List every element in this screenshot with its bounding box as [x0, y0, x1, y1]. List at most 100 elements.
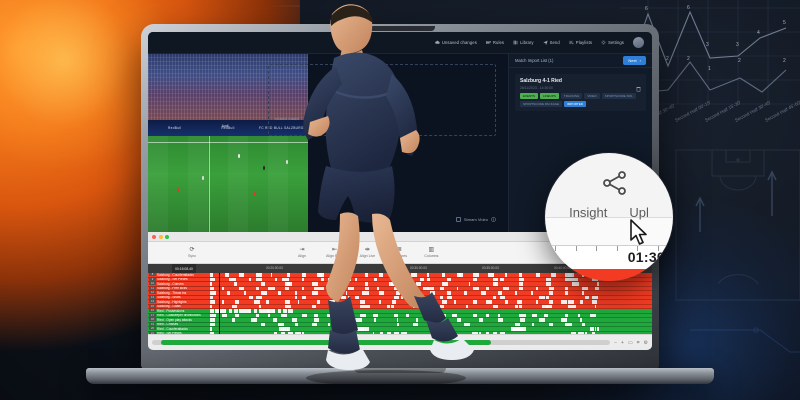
timeline-event-marker[interactable]: [545, 304, 553, 308]
timeline-event-marker[interactable]: [400, 295, 403, 299]
timeline-event-marker[interactable]: [321, 277, 325, 281]
timeline-event-marker[interactable]: [514, 304, 518, 308]
timeline-event-marker[interactable]: [210, 313, 217, 317]
timeline-event-marker[interactable]: [347, 295, 350, 299]
timeline-event-marker[interactable]: [519, 273, 523, 277]
timeline-event-marker[interactable]: [517, 300, 523, 304]
timeline-event-marker[interactable]: [393, 313, 398, 317]
timeline-event-marker[interactable]: [248, 309, 251, 313]
timeline-event-marker[interactable]: [248, 277, 251, 281]
timeline-row-label[interactable]: 18 Ried - Open play attacks: [148, 318, 210, 323]
timeline-event-marker[interactable]: [360, 300, 366, 304]
timeline-row-label[interactable]: 8 Salzburg - Counterattacks: [148, 273, 210, 278]
timeline-event-marker[interactable]: [452, 313, 458, 317]
timeline-event-marker[interactable]: [568, 304, 572, 308]
settings-icon[interactable]: ⚙: [643, 339, 648, 346]
timeline-event-marker[interactable]: [446, 277, 451, 281]
timeline-event-marker[interactable]: [463, 322, 470, 326]
timeline-event-marker[interactable]: [278, 327, 282, 331]
timeline-event-marker[interactable]: [519, 313, 526, 317]
timeline-event-marker[interactable]: [492, 295, 496, 299]
timeline-event-marker[interactable]: [253, 300, 260, 304]
timeline-event-marker[interactable]: [239, 309, 245, 313]
timeline-event-marker[interactable]: [536, 273, 541, 277]
timeline-event-marker[interactable]: [244, 309, 251, 313]
toolbar-align-live-button[interactable]: ⇹ Align Live: [359, 247, 376, 258]
timeline-event-marker[interactable]: [266, 300, 269, 304]
info-icon[interactable]: [491, 217, 496, 222]
timeline-event-marker[interactable]: [222, 313, 228, 317]
timeline-event-marker[interactable]: [268, 286, 275, 290]
timeline-event-marker[interactable]: [360, 313, 367, 317]
timeline-event-marker[interactable]: [485, 313, 489, 317]
timeline-event-marker[interactable]: [473, 300, 478, 304]
timeline-event-marker[interactable]: [466, 304, 469, 308]
timeline-event-marker[interactable]: [251, 318, 256, 322]
timeline-event-marker[interactable]: [446, 291, 451, 295]
timeline-event-marker[interactable]: [565, 286, 569, 290]
timeline-event-marker[interactable]: [386, 331, 391, 335]
timeline-event-marker[interactable]: [287, 331, 293, 335]
timeline-event-marker[interactable]: [572, 304, 577, 308]
timeline-event-marker[interactable]: [268, 309, 275, 313]
timeline-event-marker[interactable]: [326, 313, 330, 317]
header-item-rules[interactable]: Rules: [485, 40, 504, 45]
timeline-event-marker[interactable]: [478, 318, 483, 322]
timeline-event-marker[interactable]: [396, 322, 400, 326]
timeline-event-marker[interactable]: [584, 331, 587, 335]
timeline-event-marker[interactable]: [531, 291, 534, 295]
header-item-playlists[interactable]: Playlists: [569, 40, 592, 45]
timeline-event-marker[interactable]: [255, 273, 263, 277]
timeline-event-marker[interactable]: [374, 277, 378, 281]
timeline-event-marker[interactable]: [280, 313, 287, 317]
timeline-event-marker[interactable]: [287, 309, 293, 313]
timeline-event-marker[interactable]: [253, 309, 257, 313]
timeline-event-marker[interactable]: [565, 291, 569, 295]
timeline-event-marker[interactable]: [360, 327, 365, 331]
timeline-event-marker[interactable]: [210, 291, 217, 295]
timeline-event-marker[interactable]: [301, 286, 304, 290]
timeline-event-marker[interactable]: [210, 273, 213, 277]
timeline-event-marker[interactable]: [280, 331, 285, 335]
timeline-event-marker[interactable]: [514, 291, 518, 295]
stream-video-checkbox[interactable]: [455, 217, 461, 222]
trash-icon[interactable]: [636, 86, 641, 92]
timeline-event-marker[interactable]: [499, 277, 504, 281]
timeline-event-marker[interactable]: [292, 318, 298, 322]
timeline-event-marker[interactable]: [386, 304, 390, 308]
next-button[interactable]: Next ›: [623, 56, 646, 65]
timeline-event-marker[interactable]: [210, 277, 216, 281]
toolbar-align-button[interactable]: ⇥ Align: [294, 247, 310, 258]
timeline-event-marker[interactable]: [545, 295, 549, 299]
timeline-event-marker[interactable]: [456, 273, 461, 277]
timeline-event-marker[interactable]: [582, 322, 586, 326]
timeline-event-marker[interactable]: [579, 318, 582, 322]
timeline-event-marker[interactable]: [498, 313, 500, 317]
timeline-row-label[interactable]: 19 Ried - Crosses: [148, 322, 210, 327]
timeline-event-marker[interactable]: [510, 327, 517, 331]
timeline-event-marker[interactable]: [234, 309, 239, 313]
timeline-event-marker[interactable]: [345, 291, 348, 295]
timeline-event-marker[interactable]: [492, 331, 497, 335]
timeline-row-label[interactable]: 15 Salzburg - Goals: [148, 304, 210, 309]
timeline-event-marker[interactable]: [544, 313, 549, 317]
timeline-event-marker[interactable]: [497, 318, 503, 322]
timeline-event-marker[interactable]: [442, 282, 449, 286]
timeline-event-marker[interactable]: [232, 318, 235, 322]
timeline-event-marker[interactable]: [314, 313, 319, 317]
timeline-event-marker[interactable]: [210, 327, 212, 331]
timeline-event-marker[interactable]: [485, 331, 489, 335]
timeline-event-marker[interactable]: [485, 300, 492, 304]
timeline-event-marker[interactable]: [254, 318, 258, 322]
timeline-event-marker[interactable]: [294, 291, 297, 295]
timeline-event-marker[interactable]: [478, 331, 481, 335]
timeline-event-marker[interactable]: [219, 309, 226, 313]
timeline-event-marker[interactable]: [285, 304, 292, 308]
insight-button[interactable]: Insight: [569, 205, 608, 220]
timeline-event-marker[interactable]: [261, 322, 266, 326]
timeline-event-marker[interactable]: [519, 304, 523, 308]
timeline-event-marker[interactable]: [379, 300, 382, 304]
timeline-event-marker[interactable]: [427, 286, 434, 290]
timeline-event-marker[interactable]: [273, 318, 278, 322]
timeline-event-marker[interactable]: [239, 273, 245, 277]
